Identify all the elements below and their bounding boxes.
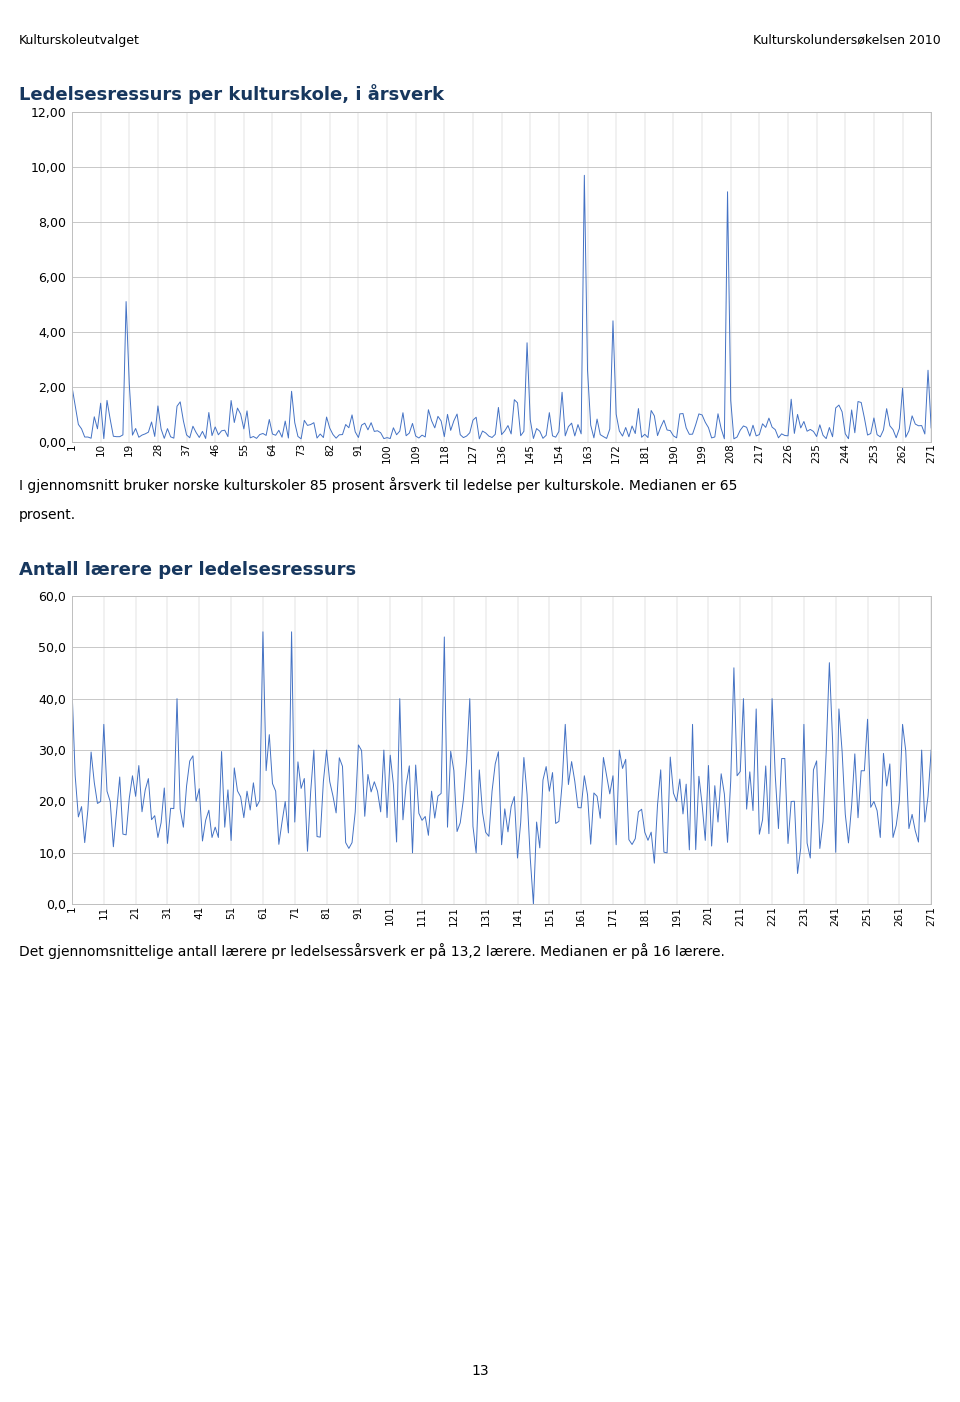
Text: Antall lærere per ledelsesressurs: Antall lærere per ledelsesressurs (19, 561, 356, 579)
Text: I gjennomsnitt bruker norske kulturskoler 85 prosent årsverk til ledelse per kul: I gjennomsnitt bruker norske kulturskole… (19, 477, 737, 492)
Text: 13: 13 (471, 1364, 489, 1378)
Text: Det gjennomsnittelige antall lærere pr ledelsessårsverk er på 13,2 lærere. Media: Det gjennomsnittelige antall lærere pr l… (19, 944, 725, 959)
Text: Ledelsesressurs per kulturskole, i årsverk: Ledelsesressurs per kulturskole, i årsve… (19, 84, 444, 104)
Text: prosent.: prosent. (19, 508, 77, 522)
Text: Kulturskolundersøkelsen 2010: Kulturskolundersøkelsen 2010 (753, 34, 941, 46)
Text: Kulturskoleutvalget: Kulturskoleutvalget (19, 34, 140, 46)
